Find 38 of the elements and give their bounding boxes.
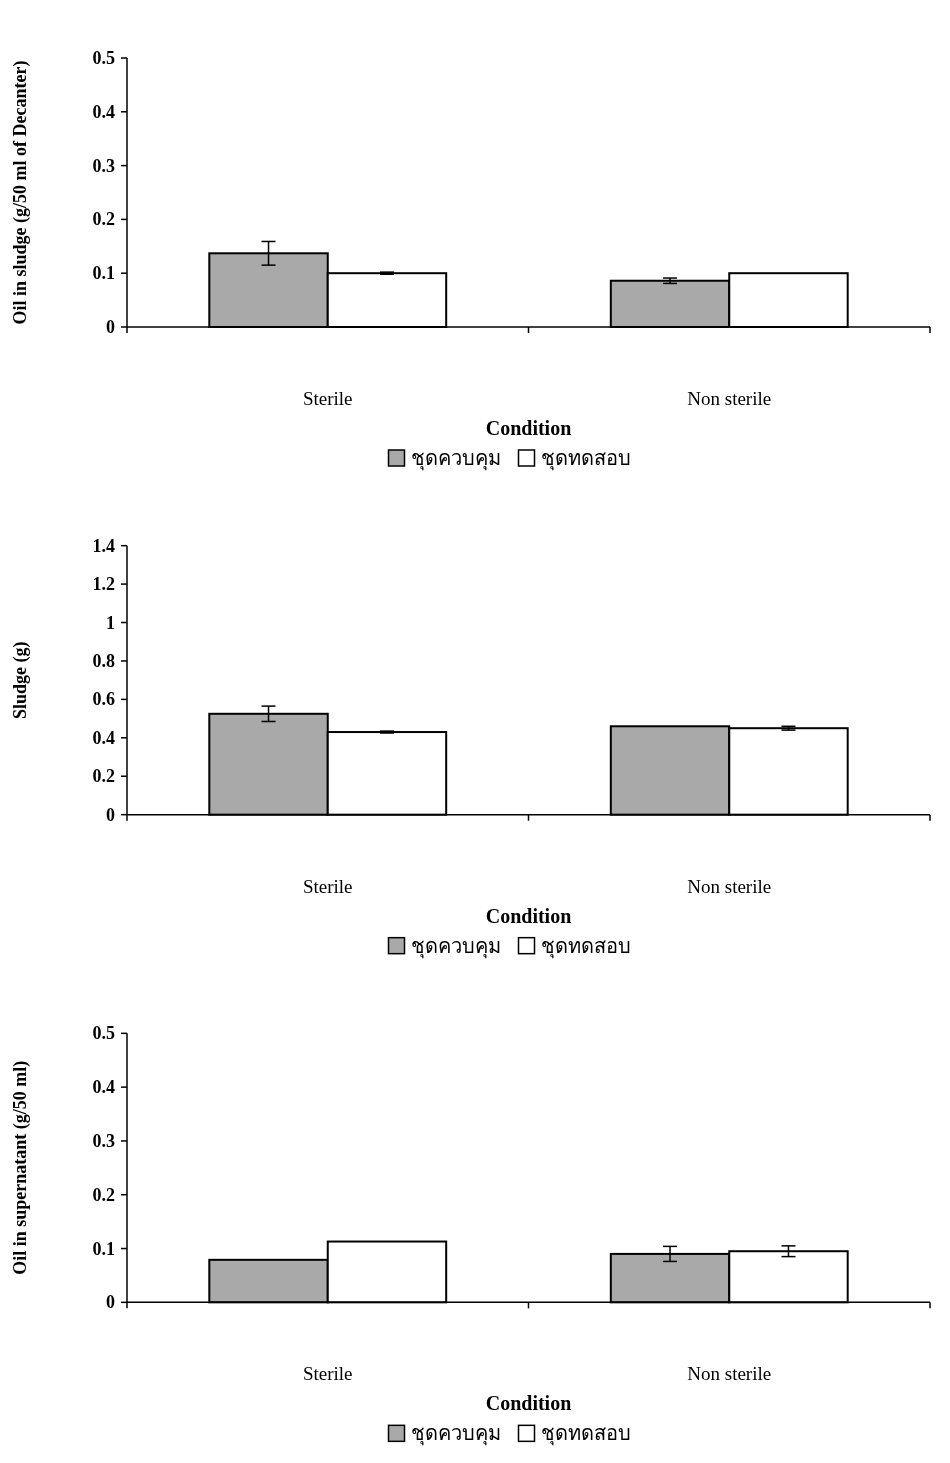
y-tick-label: 1	[106, 612, 115, 633]
y-tick-label: 0	[106, 804, 115, 825]
y-tick-label: 0.5	[92, 1023, 115, 1044]
y-tick-label: 0.6	[92, 689, 115, 710]
x-axis-title: Condition	[485, 904, 572, 927]
legend-label: ชุดควบคุม	[410, 1422, 501, 1447]
x-tick-label: Non sterile	[687, 1363, 772, 1385]
y-tick-label: 0.4	[92, 101, 115, 122]
x-axis-title: Condition	[485, 1392, 572, 1415]
legend-label: ชุดทดสอบ	[540, 447, 631, 471]
y-tick-label: 0.1	[92, 1238, 115, 1259]
y-tick-label: 0.4	[92, 727, 115, 748]
y-tick-label: 1.2	[92, 574, 115, 595]
x-tick-label: Sterile	[302, 875, 353, 897]
y-tick-label: 1.4	[92, 535, 115, 556]
x-tick-label: Non sterile	[687, 388, 772, 409]
legend-label: ชุดทดสอบ	[540, 1422, 631, 1447]
legend-label: ชุดควบคุม	[410, 934, 501, 959]
legend-label: ชุดทดสอบ	[540, 934, 631, 959]
x-tick-label: Non sterile	[687, 875, 772, 897]
x-tick-label: Sterile	[302, 388, 353, 409]
y-axis-title: Sludge (g)	[10, 641, 31, 719]
y-tick-label: 0	[106, 317, 115, 337]
y-tick-label: 0.2	[92, 766, 115, 787]
y-tick-label: 0.2	[92, 1184, 115, 1205]
y-tick-label: 0.1	[92, 263, 115, 284]
y-tick-label: 0	[106, 1292, 115, 1313]
y-axis-title: Oil in sludge (g/50 ml of Decanter)	[10, 60, 31, 325]
y-tick-label: 0.5	[92, 48, 115, 68]
y-tick-label: 0.2	[92, 209, 115, 230]
x-axis-title: Condition	[485, 417, 572, 439]
y-tick-label: 0.3	[92, 155, 115, 176]
y-tick-label: 0.8	[92, 650, 115, 671]
y-axis-title: Oil in supernatant (g/50 ml)	[10, 1060, 31, 1275]
legend-label: ชุดควบคุม	[410, 447, 501, 471]
y-tick-label: 0.3	[92, 1130, 115, 1151]
y-tick-label: 0.4	[92, 1077, 115, 1098]
x-tick-label: Sterile	[302, 1363, 353, 1385]
